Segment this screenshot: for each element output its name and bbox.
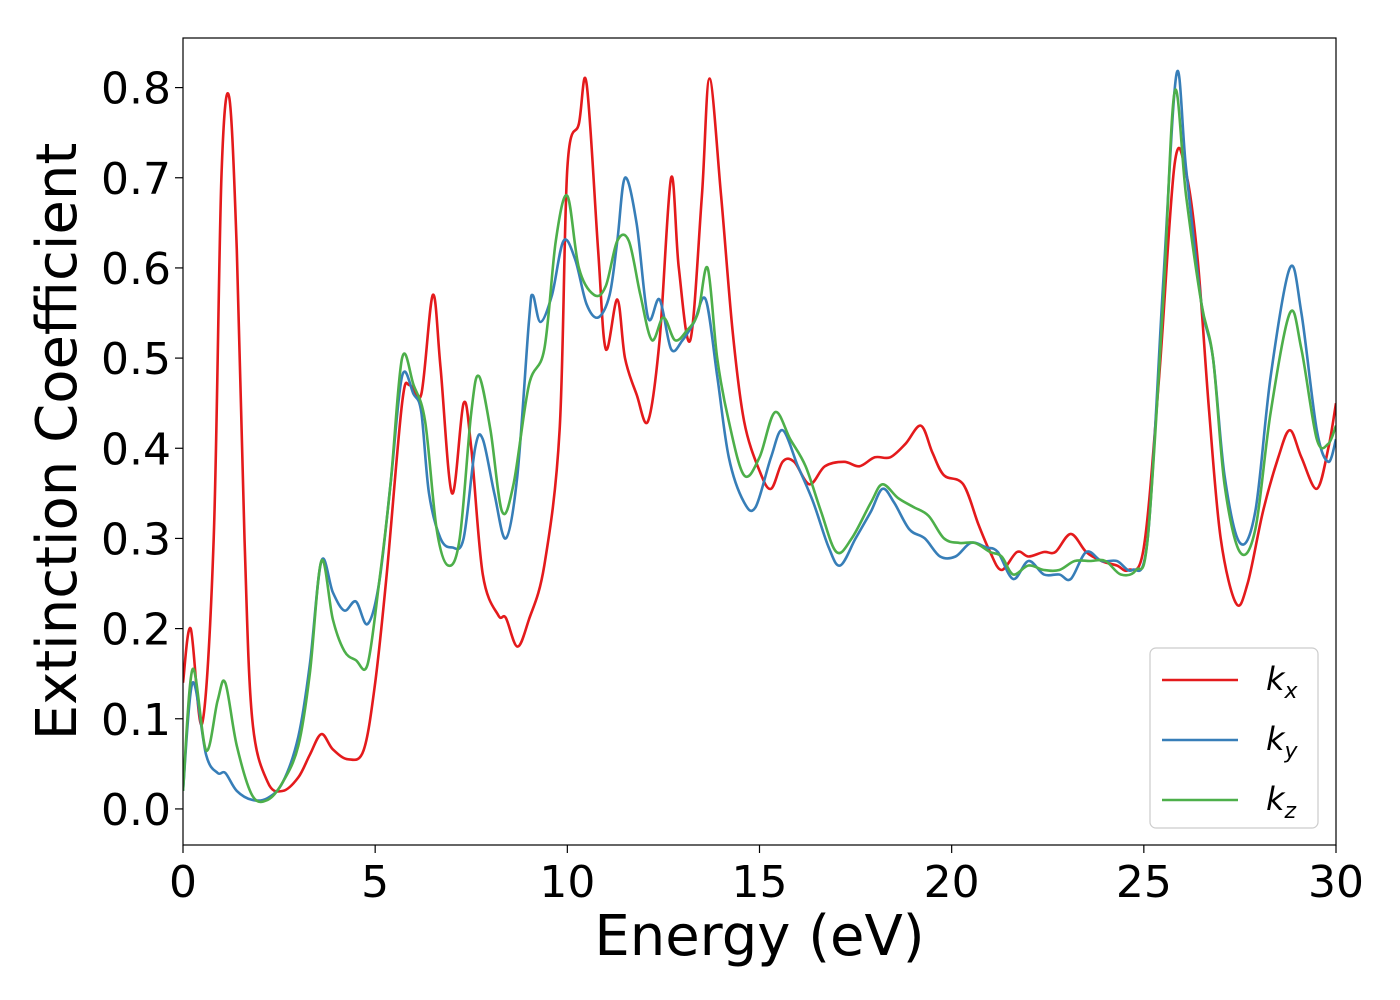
x-tick-label: 20 <box>924 857 980 908</box>
y-tick-label: 0.0 <box>101 785 171 836</box>
y-tick-label: 0.3 <box>101 514 171 565</box>
y-tick-label: 0.8 <box>101 64 171 115</box>
y-tick-label: 0.5 <box>101 334 171 385</box>
x-axis: 0 5 10 15 20 25 30 <box>169 845 1364 908</box>
x-tick-label: 0 <box>169 857 197 908</box>
x-tick-label: 5 <box>361 857 389 908</box>
y-axis-title: Extinction Coefficient <box>25 143 90 741</box>
y-tick-label: 0.6 <box>101 244 171 295</box>
y-tick-label: 0.2 <box>101 605 171 656</box>
y-axis: 0.0 0.1 0.2 0.3 0.4 0.5 0.6 0.7 0.8 <box>101 64 183 836</box>
x-axis-title: Energy (eV) <box>594 904 924 969</box>
x-tick-label: 25 <box>1116 857 1172 908</box>
y-tick-label: 0.4 <box>101 424 171 475</box>
y-tick-label: 0.1 <box>101 695 171 746</box>
x-tick-label: 15 <box>732 857 788 908</box>
y-tick-label: 0.7 <box>101 154 171 205</box>
x-tick-label: 30 <box>1308 857 1364 908</box>
x-tick-label: 10 <box>539 857 595 908</box>
